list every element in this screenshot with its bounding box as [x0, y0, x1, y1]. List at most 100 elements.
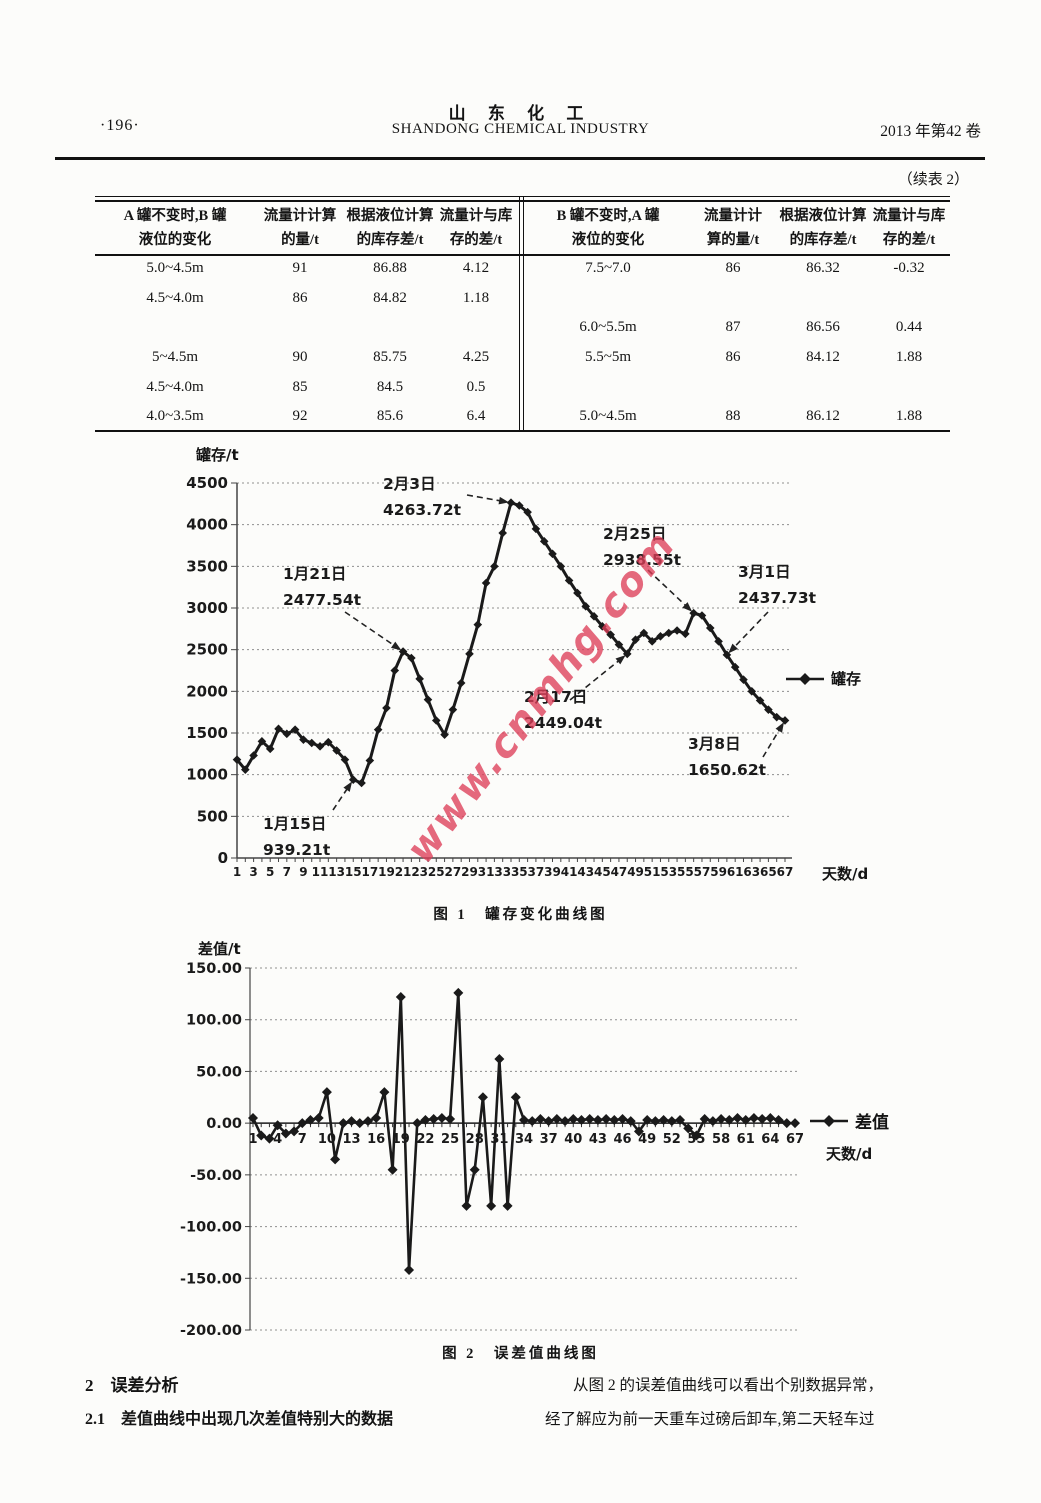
table-cell: 87	[725, 319, 741, 336]
table-cell	[528, 284, 688, 314]
svg-text:150.00: 150.00	[186, 961, 242, 977]
svg-text:35: 35	[511, 865, 528, 879]
chart2-legend-label: 差值	[855, 1113, 889, 1133]
svg-text:53: 53	[660, 865, 677, 879]
chart1-annotation: 2月25日 2938.55t	[603, 525, 682, 569]
svg-text:1000: 1000	[186, 766, 228, 784]
table-cell: 84.12	[806, 349, 840, 366]
table-header-cell: 根据液位计算 的库存差/t	[346, 208, 434, 248]
table-cell: 84.82	[373, 289, 407, 306]
table-cell: 5.0~4.5m	[579, 408, 637, 425]
svg-text:2500: 2500	[186, 641, 228, 659]
svg-text:7: 7	[298, 1132, 307, 1147]
svg-text:4: 4	[273, 1132, 282, 1147]
table-cell	[255, 313, 345, 343]
table-cell: 92	[292, 408, 308, 425]
svg-text:3: 3	[249, 865, 257, 879]
table-cell: 6.0~5.5m	[579, 319, 637, 336]
table-left-half: A 罐不变时,B 罐液位的变化 流量计计算 的量/t 根据液位计算 的库存差/t 流量计与…	[95, 202, 517, 432]
svg-text:1: 1	[233, 865, 241, 879]
table-cell	[778, 284, 868, 314]
page-number: ·196·	[100, 117, 140, 134]
chart1-legend: 罐存	[786, 668, 861, 689]
legend-line-marker-icon	[810, 1114, 848, 1127]
table-border-top-thick	[95, 200, 950, 202]
table-cell: 86	[725, 260, 741, 277]
svg-text:57: 57	[694, 865, 711, 879]
svg-text:31: 31	[490, 1132, 508, 1147]
svg-text:27: 27	[445, 865, 462, 879]
header-rule	[55, 157, 985, 160]
table-cell: 86	[725, 349, 741, 366]
svg-text:1: 1	[248, 1132, 257, 1147]
svg-text:-150.00: -150.00	[180, 1271, 242, 1287]
body-paragraph-line: 从图 2 的误差值曲线可以看出个别数据异常，	[573, 1377, 884, 1394]
chart1-annotation: 3月1日 2437.73t	[738, 563, 817, 607]
table-border-top-thin	[95, 196, 950, 197]
table-cell: -0.32	[893, 260, 925, 277]
svg-text:43: 43	[577, 865, 594, 879]
table-cell: 85.6	[376, 408, 404, 425]
figure1-caption: 图 1 罐存变化曲线图	[433, 907, 608, 923]
journal-title-cn: 山 东 化 工	[448, 104, 593, 123]
svg-text:45: 45	[594, 865, 611, 879]
table-cell	[868, 284, 950, 314]
svg-text:13: 13	[342, 1132, 360, 1147]
svg-text:52: 52	[663, 1132, 681, 1147]
svg-text:63: 63	[743, 865, 760, 879]
table-cell: 5.5~5m	[584, 349, 632, 366]
issue-volume: 2013 年第42 卷	[880, 123, 981, 140]
body-paragraph-line: 经了解应为前一天重车过磅后卸车,第二天轻车过	[545, 1411, 875, 1428]
chart1-annotation: 1月21日 2477.54t	[283, 565, 362, 609]
svg-text:61: 61	[737, 1132, 755, 1147]
svg-text:11: 11	[312, 865, 329, 879]
table-cell	[435, 313, 517, 343]
chart1-annotation: 1月15日 939.21t	[263, 815, 331, 859]
table-cell: 0.44	[895, 319, 923, 336]
svg-text:1500: 1500	[186, 724, 228, 742]
table-cell: 86	[292, 289, 308, 306]
table-header-cell: 流量计与库 存的差/t	[439, 208, 513, 248]
table-cell: 86.88	[373, 260, 407, 277]
section-heading: 2 误差分析	[85, 1376, 179, 1395]
svg-text:29: 29	[461, 865, 478, 879]
table-cell: 91	[292, 260, 308, 277]
svg-text:13: 13	[328, 865, 345, 879]
table-header-cell: A 罐不变时,B 罐液位的变化	[123, 208, 227, 248]
table-cell: 7.5~7.0	[585, 260, 631, 277]
svg-text:49: 49	[638, 1132, 656, 1147]
measurement-table: A 罐不变时,B 罐液位的变化 流量计计算 的量/t 根据液位计算 的库存差/t 流量计与…	[95, 196, 950, 434]
table-cell: 4.5~4.0m	[146, 378, 204, 395]
chart1-annotation: 3月8日 1650.62t	[688, 735, 767, 779]
svg-text:43: 43	[589, 1132, 607, 1147]
svg-text:67: 67	[777, 865, 794, 879]
table-cell: 4.12	[462, 260, 490, 277]
svg-text:9: 9	[299, 865, 307, 879]
table-cell: 5~4.5m	[151, 349, 199, 366]
table-cell: 84.5	[376, 378, 404, 395]
svg-text:58: 58	[712, 1132, 730, 1147]
svg-text:47: 47	[611, 865, 628, 879]
svg-text:25: 25	[441, 1132, 459, 1147]
svg-text:33: 33	[494, 865, 511, 879]
table-vertical-divider	[519, 196, 520, 432]
svg-text:21: 21	[395, 865, 412, 879]
svg-text:3500: 3500	[186, 557, 228, 575]
table-header-cell: 流量计与库 存的差/t	[872, 208, 946, 248]
chart1-legend-label: 罐存	[831, 670, 862, 688]
table-cell: 1.88	[895, 349, 923, 366]
svg-text:37: 37	[540, 1132, 558, 1147]
svg-text:17: 17	[361, 865, 378, 879]
table-right-half: B 罐不变时,A 罐液位的变化 流量计计 算的量/t 根据液位计算 的库存差/t 流量计与…	[528, 202, 950, 432]
table-cell: 1.18	[462, 289, 490, 306]
svg-text:25: 25	[428, 865, 445, 879]
table-cell: 86.56	[806, 319, 840, 336]
svg-text:49: 49	[627, 865, 644, 879]
svg-text:61: 61	[727, 865, 744, 879]
legend-line-marker-icon	[786, 672, 824, 685]
chart1-x-axis-label: 天数/d	[822, 865, 869, 883]
table-continuation-note: （续表 2）	[897, 172, 969, 188]
table-cell	[778, 372, 868, 402]
svg-text:65: 65	[760, 865, 777, 879]
